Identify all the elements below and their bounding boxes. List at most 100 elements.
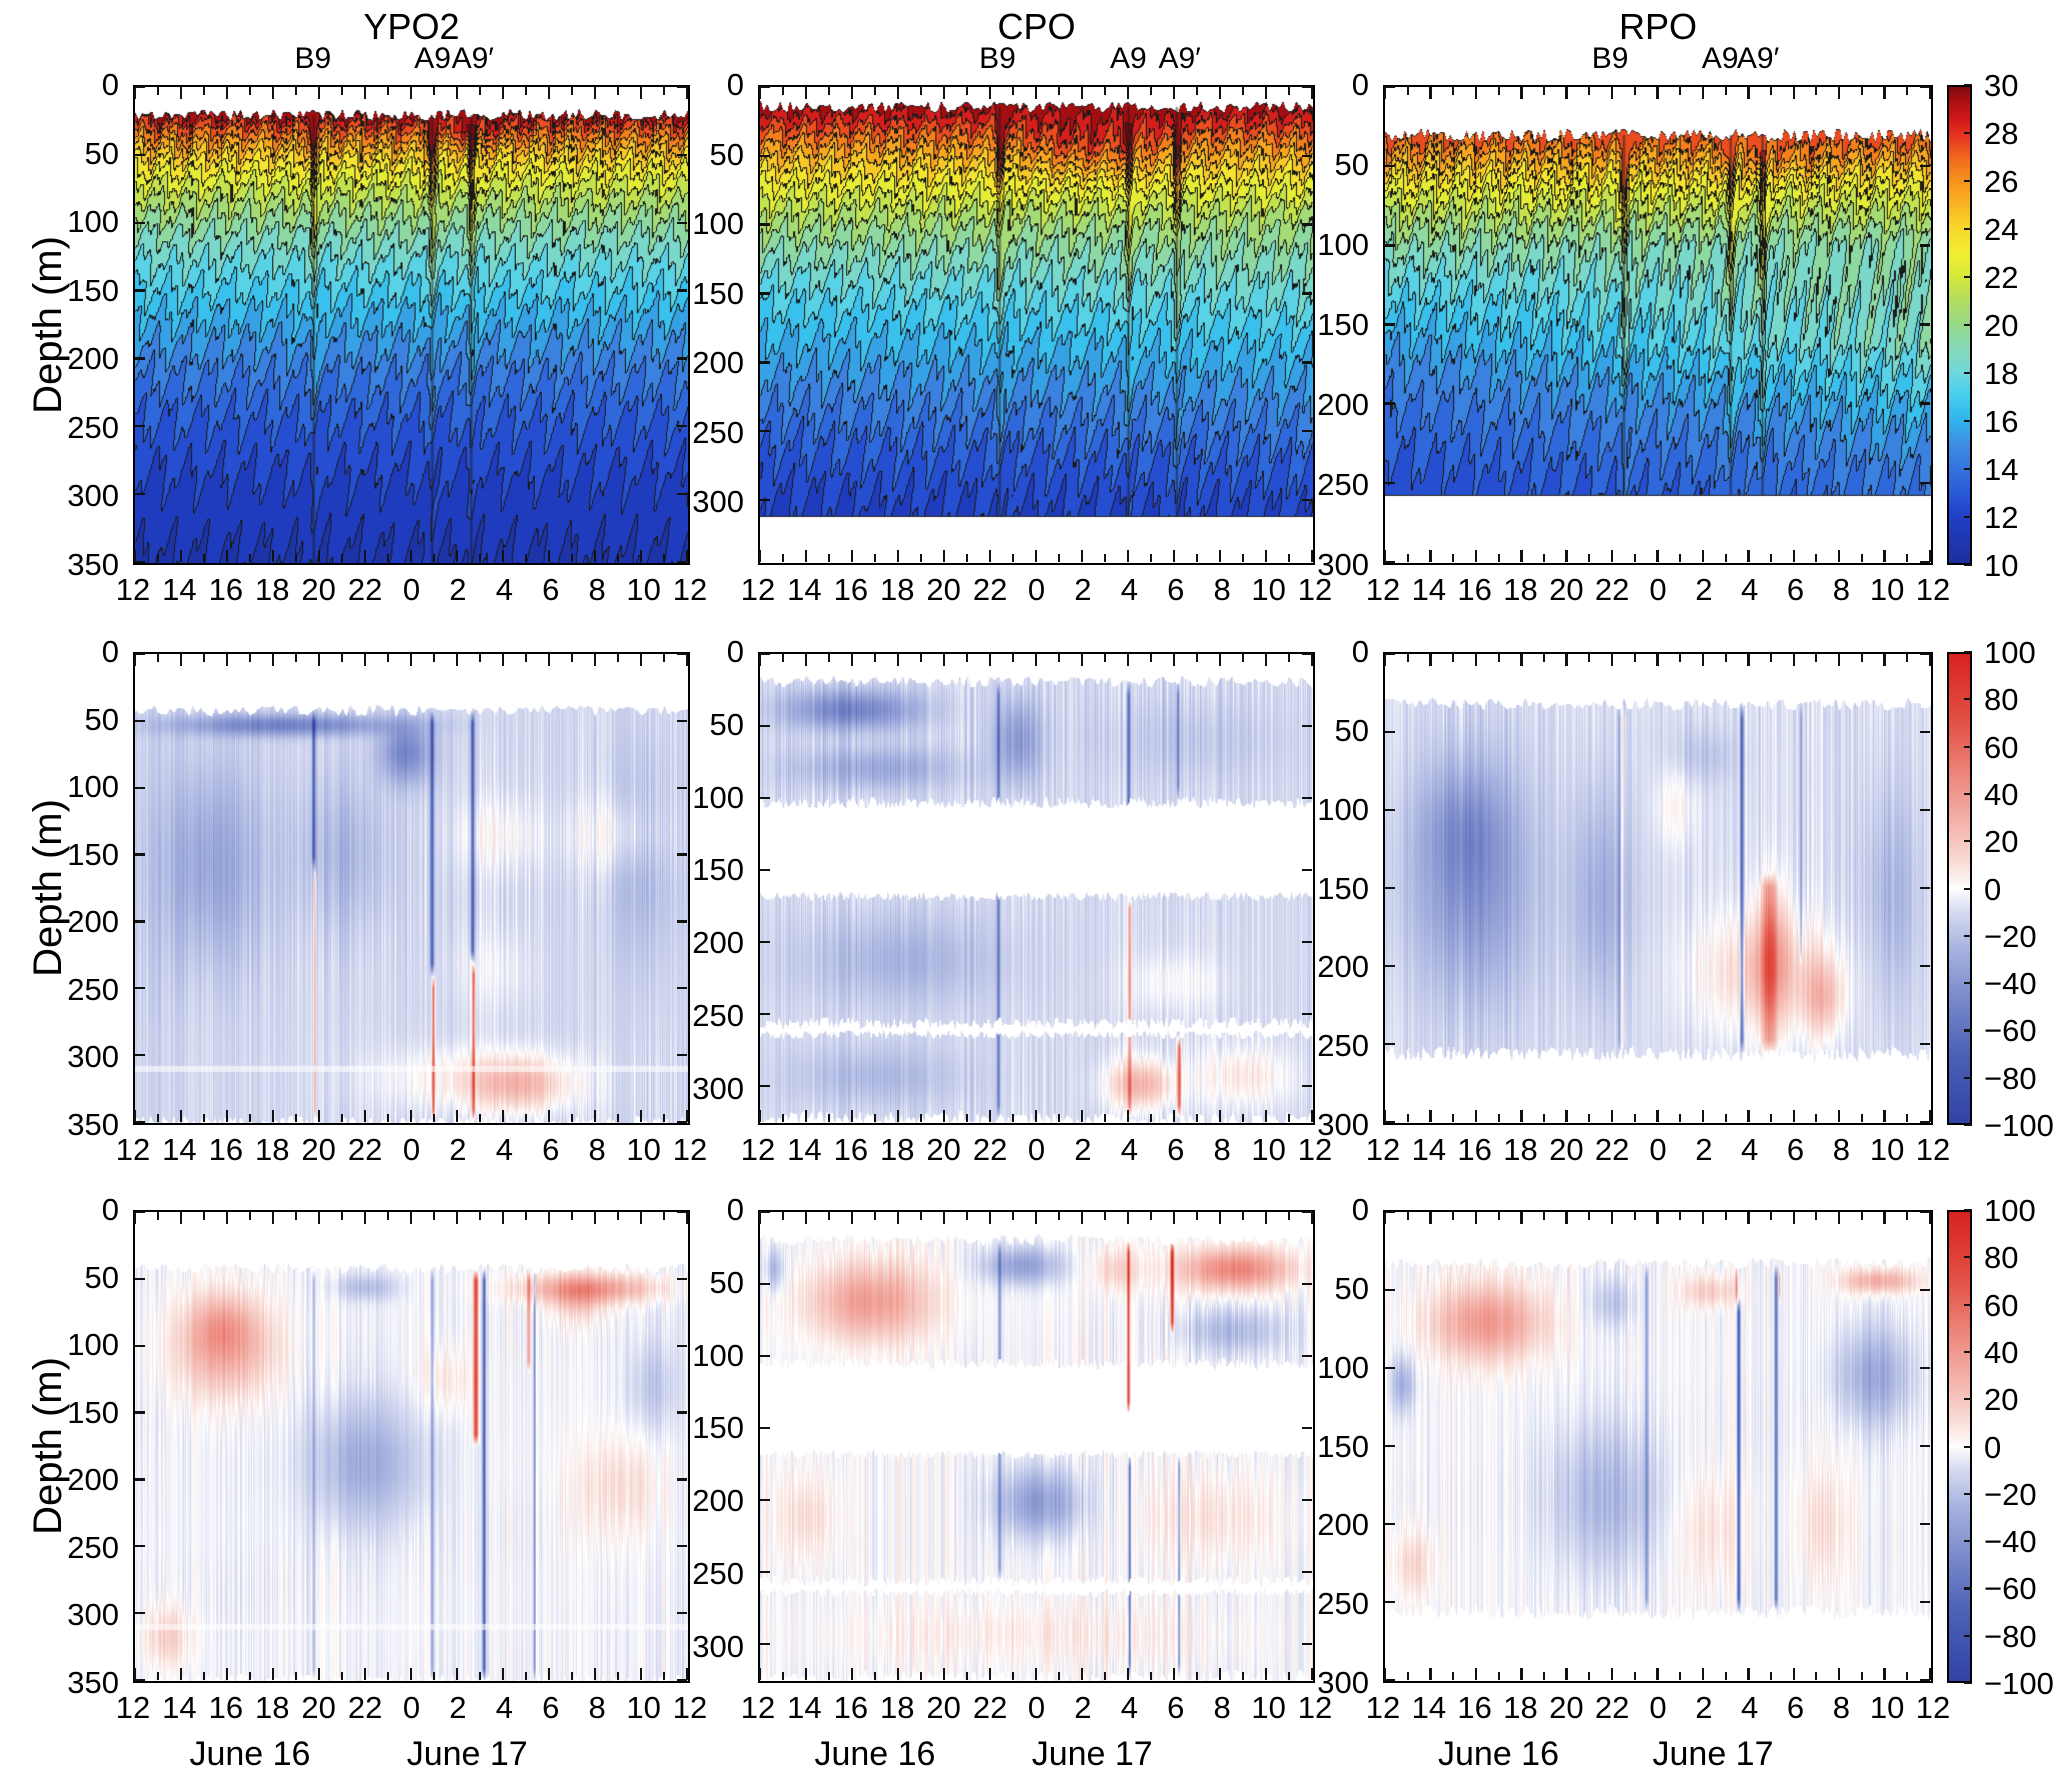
heatmap-canvas-u-CPO	[760, 654, 1313, 1123]
x-tick	[617, 654, 619, 662]
x-tick	[593, 1212, 597, 1224]
y-tick-label: 150	[1317, 307, 1369, 342]
x-tick	[225, 87, 229, 99]
x-tick	[501, 550, 505, 562]
y-tick	[1385, 1522, 1395, 1526]
y-tick	[1302, 1498, 1312, 1502]
x-tick	[179, 550, 183, 562]
x-tick	[850, 550, 854, 562]
colorbar-tick-label: −40	[1984, 966, 2037, 1002]
x-tick	[1196, 654, 1198, 662]
x-tick-label: 8	[1832, 1690, 1850, 1725]
x-tick	[1815, 1114, 1818, 1122]
x-tick	[203, 1212, 205, 1220]
x-tick	[525, 87, 527, 95]
y-tick	[1920, 1042, 1930, 1046]
y-tick-label: 150	[67, 272, 119, 308]
x-tick	[1588, 87, 1591, 95]
x-tick	[1792, 550, 1795, 562]
x-tick-label: 12	[115, 1132, 151, 1167]
x-tick	[571, 1114, 573, 1122]
x-tick	[685, 1668, 689, 1680]
x-tick-label: 14	[787, 572, 822, 607]
x-tick-label: 4	[1120, 572, 1138, 607]
x-tick	[1747, 1212, 1750, 1224]
x-tick	[1172, 87, 1176, 99]
colorbar-tick	[1964, 1209, 1972, 1212]
x-tick-label: 0	[402, 1690, 421, 1725]
x-tick	[1497, 1672, 1500, 1680]
y-tick	[760, 1354, 770, 1358]
colorbar-tick	[1964, 840, 1972, 843]
x-tick	[1610, 1110, 1614, 1122]
x-tick	[1080, 1110, 1084, 1122]
x-tick	[341, 1212, 343, 1220]
x-tick-label: 14	[1411, 1132, 1447, 1167]
x-tick	[1497, 1114, 1500, 1122]
x-tick	[1860, 654, 1863, 662]
x-tick	[1860, 1114, 1863, 1122]
colorbar-tick	[1964, 324, 1972, 327]
x-tick	[1264, 1668, 1268, 1680]
x-tick	[203, 654, 205, 662]
x-tick	[1452, 654, 1455, 662]
x-tick	[663, 1212, 665, 1220]
x-tick	[157, 1114, 159, 1122]
x-tick	[295, 1212, 297, 1220]
x-tick	[547, 550, 551, 562]
x-tick	[271, 1110, 275, 1122]
heatmap-canvas-T-CPO	[760, 87, 1313, 563]
x-tick-label: 22	[972, 1690, 1008, 1725]
x-tick	[663, 87, 665, 95]
x-tick	[804, 1212, 808, 1224]
x-tick	[1815, 554, 1818, 562]
x-tick	[1474, 1110, 1478, 1122]
y-tick	[760, 85, 770, 89]
x-tick-label: 14	[1411, 1690, 1447, 1725]
x-tick	[639, 1668, 643, 1680]
colorbar-tick-label: −60	[1984, 1013, 2037, 1049]
x-tick-label: 22	[1594, 1690, 1630, 1725]
x-tick	[1310, 87, 1314, 99]
y-tick	[1302, 361, 1312, 364]
y-tick-label: 250	[692, 1555, 744, 1591]
panel-u-CPO	[758, 652, 1315, 1125]
x-tick	[1770, 1672, 1773, 1680]
x-tick	[896, 87, 900, 99]
x-tick	[1815, 1212, 1818, 1220]
x-tick	[782, 654, 784, 662]
y-tick-label: 200	[1317, 1507, 1369, 1543]
x-tick-label: 12	[672, 1690, 708, 1725]
x-tick	[942, 87, 946, 99]
x-tick	[1172, 1212, 1176, 1224]
x-tick-label: 16	[208, 1690, 244, 1725]
x-tick	[1520, 87, 1523, 99]
colorbar-tick-label: 80	[1984, 682, 2019, 718]
colorbar-tick	[1964, 516, 1972, 519]
x-tick	[157, 1212, 159, 1220]
y-tick-label: 250	[67, 409, 119, 445]
x-tick	[341, 87, 343, 95]
x-tick-label: 18	[880, 1690, 915, 1725]
y-tick-label: 350	[67, 1107, 119, 1142]
y-tick-label: 300	[1317, 547, 1369, 582]
y-tick	[677, 652, 687, 656]
x-tick	[1034, 654, 1038, 666]
y-tick	[1385, 964, 1395, 968]
x-tick	[295, 87, 297, 95]
y-tick	[135, 1545, 145, 1548]
y-tick	[1302, 796, 1312, 800]
x-tick	[1724, 1672, 1727, 1680]
x-tick	[988, 550, 992, 562]
x-tick	[1012, 1672, 1014, 1680]
y-tick-label: 100	[692, 206, 744, 242]
x-tick	[758, 1110, 762, 1122]
x-tick	[920, 554, 922, 562]
colorbar-tick-label: −40	[1984, 1524, 2037, 1560]
y-tick-label: 50	[1334, 147, 1369, 182]
x-tick	[1172, 1668, 1176, 1680]
colorbar-tick-label: 24	[1984, 212, 2019, 247]
x-tick	[133, 550, 137, 562]
x-tick	[1656, 1110, 1659, 1122]
x-tick-label: 10	[626, 1132, 661, 1167]
